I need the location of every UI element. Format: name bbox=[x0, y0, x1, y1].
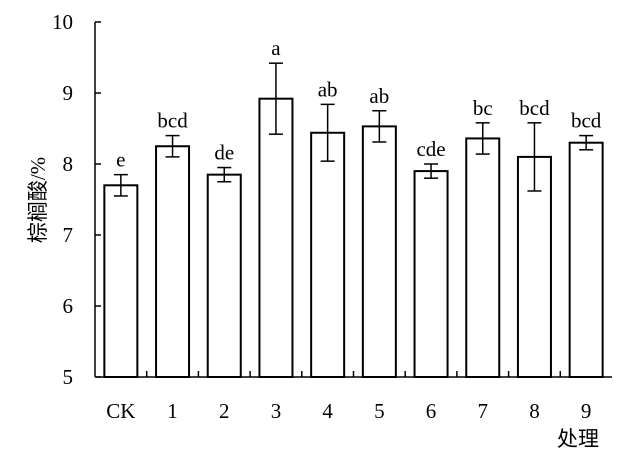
x-tick-label: 3 bbox=[271, 399, 282, 423]
bars bbox=[103, 62, 604, 379]
significance-label: bcd bbox=[519, 96, 550, 120]
y-tick-label: 8 bbox=[63, 152, 74, 176]
bar bbox=[103, 184, 139, 378]
x-tick-label: 1 bbox=[167, 399, 178, 423]
x-tick-label: 7 bbox=[478, 399, 489, 423]
x-tick-label: 2 bbox=[219, 399, 230, 423]
bar bbox=[310, 131, 346, 378]
y-tick-label: 5 bbox=[63, 365, 74, 389]
y-tick-label: 6 bbox=[63, 294, 74, 318]
x-axis-label: 处理 bbox=[557, 427, 599, 451]
y-tick-label: 10 bbox=[52, 10, 73, 34]
x-tick-label: CK bbox=[106, 399, 135, 423]
y-tick-label: 7 bbox=[63, 223, 74, 247]
labels: e CK bcd 1 de 2 a 3 ab 4 ab 5 cde 6 bc 7 bcd 8 bcd 9 bbox=[106, 36, 602, 423]
bar bbox=[258, 97, 294, 379]
significance-label: e bbox=[116, 148, 125, 172]
significance-label: ab bbox=[318, 77, 338, 101]
significance-label: bcd bbox=[571, 109, 602, 133]
significance-label: de bbox=[214, 141, 234, 165]
bar bbox=[413, 170, 449, 378]
significance-label: cde bbox=[416, 137, 445, 161]
y-axis-label: 棕榈酸/% bbox=[26, 157, 50, 243]
bar bbox=[361, 125, 397, 379]
x-tick-label: 8 bbox=[529, 399, 540, 423]
x-tick-label: 9 bbox=[581, 399, 592, 423]
significance-label: ab bbox=[369, 84, 389, 108]
significance-label: a bbox=[271, 36, 281, 60]
x-tick-label: 4 bbox=[322, 399, 333, 423]
bar bbox=[206, 173, 242, 378]
bar bbox=[155, 145, 191, 378]
bar bbox=[465, 137, 501, 378]
significance-label: bcd bbox=[157, 109, 188, 133]
x-tick-label: 6 bbox=[426, 399, 437, 423]
y-tick-label: 9 bbox=[63, 81, 74, 105]
significance-label: bc bbox=[473, 96, 493, 120]
x-tick-label: 5 bbox=[374, 399, 385, 423]
bar bbox=[516, 155, 552, 378]
bar bbox=[568, 141, 604, 378]
